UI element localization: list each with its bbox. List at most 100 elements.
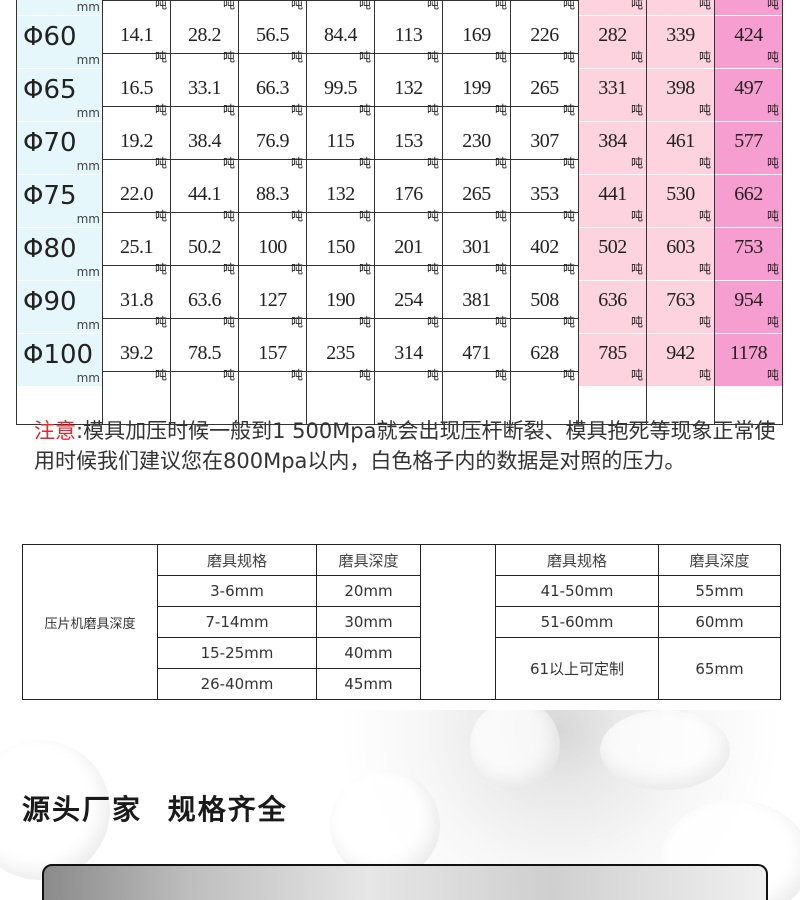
pressure-cell: 356吨	[714, 0, 783, 16]
pressure-row: Φ65 mm 16.5 吨 33.1 吨 66.3 吨 99.5 吨 132 吨 199 吨 265 吨 331…	[16, 68, 783, 122]
pressure-unit: 吨	[222, 315, 235, 329]
diameter-label: Φ100	[23, 340, 94, 370]
pressure-unit: 吨	[698, 0, 711, 11]
pressure-row: Φ100 mm 39.2 吨 78.5 吨 157 吨 235 吨 314 吨 471 吨 628 吨 785 吨…	[16, 333, 783, 387]
depth-cell: 30mm	[316, 606, 421, 638]
depth-cell: 65mm	[658, 637, 781, 700]
pressure-cell: 1178 吨	[714, 333, 783, 387]
pressure-unit: 吨	[222, 156, 235, 170]
pressure-cell: 331 吨	[578, 68, 647, 122]
pressure-cell: 47.5吨	[238, 0, 307, 16]
pressure-value: 441	[598, 183, 627, 205]
pressure-cell: 199 吨	[442, 68, 511, 122]
pressure-value: 398	[666, 77, 695, 99]
pressure-unit: 吨	[698, 315, 711, 329]
pressure-cell: 150 吨	[306, 227, 375, 281]
pressure-cell: 471 吨	[442, 333, 511, 387]
pressure-unit: 吨	[494, 315, 507, 329]
pressure-unit: 吨	[630, 103, 643, 117]
pressure-value: 282	[598, 24, 627, 46]
pressure-row: Φ90 mm 31.8 吨 63.6 吨 127 吨 190 吨 254 吨 381 吨 508 吨 636 吨 7…	[16, 280, 783, 334]
pressure-value: 1178	[729, 342, 768, 364]
pressure-unit: 吨	[154, 103, 167, 117]
pressure-cell: 14.1 吨	[102, 15, 171, 69]
pressure-value: 577	[734, 130, 763, 152]
note-paragraph: 注意:模具加压时候一般到1 500Mpa就会出现压杆断裂、模具抱死等现象正常使用…	[34, 416, 784, 476]
pressure-value: 502	[598, 236, 627, 258]
pressure-value: 230	[462, 130, 491, 152]
pressure-row: Φ75 mm 22.0 吨 44.1 吨 88.3 吨 132 吨 176 吨 265 吨 353 吨 441 吨…	[16, 174, 783, 228]
pressure-unit: 吨	[426, 156, 439, 170]
spec-cell: 7-14mm	[157, 606, 317, 638]
pressure-value: 100	[258, 236, 287, 258]
pressure-unit: 吨	[698, 262, 711, 276]
pressure-value: 508	[530, 289, 559, 311]
pressure-value: 785	[598, 342, 627, 364]
pressure-value: 331	[598, 77, 627, 99]
pressure-cell: 115 吨	[306, 121, 375, 175]
pressure-unit: 吨	[698, 209, 711, 223]
pressure-unit: 吨	[630, 50, 643, 64]
header-depth-right: 磨具深度	[658, 544, 781, 576]
pressure-unit: 吨	[426, 368, 439, 382]
pressure-cell: 763 吨	[646, 280, 715, 334]
pressure-value: 384	[598, 130, 627, 152]
pressure-unit: 吨	[766, 209, 779, 223]
pressure-unit: 吨	[630, 262, 643, 276]
pressure-value: 199	[462, 77, 491, 99]
depth-cell: 45mm	[316, 668, 421, 700]
pressure-value: 63.6	[188, 289, 222, 311]
pressure-unit: 吨	[290, 103, 303, 117]
pressure-cell: 169 吨	[442, 15, 511, 69]
pressure-cell: 127 吨	[238, 280, 307, 334]
pressure-cell: 237吨	[578, 0, 647, 16]
pressure-unit: 吨	[154, 156, 167, 170]
pressure-value: 763	[666, 289, 695, 311]
pressure-value: 66.3	[256, 77, 290, 99]
pressure-unit: 吨	[358, 0, 371, 11]
pressure-value: 176	[394, 183, 423, 205]
pressure-unit: 吨	[290, 156, 303, 170]
pressure-unit: 吨	[222, 368, 235, 382]
pressure-unit: 吨	[562, 0, 575, 11]
diameter-cell: Φ100 mm	[16, 333, 103, 387]
pressure-table: Φ55mm11.8吨23.7吨47.5吨71.2吨95.0吨142吨190吨23…	[16, 0, 783, 425]
pressure-cell: 142吨	[442, 0, 511, 16]
pressure-cell: 132 吨	[306, 174, 375, 228]
pressure-value: 127	[258, 289, 287, 311]
pressure-cell: 78.5 吨	[170, 333, 239, 387]
pressure-unit: 吨	[290, 262, 303, 276]
pressure-value: 942	[666, 342, 695, 364]
depth-row: 3-6mm 20mm 41-50mm 55mm	[23, 575, 781, 607]
pressure-unit: 吨	[494, 50, 507, 64]
pressure-unit: 吨	[698, 368, 711, 382]
pressure-cell: 384 吨	[578, 121, 647, 175]
diameter-unit: mm	[76, 371, 100, 385]
pressure-unit: 吨	[358, 50, 371, 64]
pressure-value: 31.8	[120, 289, 154, 311]
pressure-value: 76.9	[256, 130, 290, 152]
pressure-unit: 吨	[494, 209, 507, 223]
pressure-value: 22.0	[120, 183, 154, 205]
pressure-cell: 603 吨	[646, 227, 715, 281]
pressure-unit: 吨	[290, 315, 303, 329]
pressure-unit: 吨	[562, 50, 575, 64]
pressure-unit: 吨	[630, 209, 643, 223]
pressure-cell: 230 吨	[442, 121, 511, 175]
pressure-value: 603	[666, 236, 695, 258]
depth-row: 26-40mm 45mm	[23, 668, 781, 700]
diameter-unit: mm	[76, 212, 100, 226]
pressure-value: 753	[734, 236, 763, 258]
diameter-unit: mm	[76, 265, 100, 279]
pressure-unit: 吨	[222, 103, 235, 117]
pressure-value: 99.5	[324, 77, 358, 99]
pressure-value: 39.2	[120, 342, 154, 364]
pressure-cell: 63.6 吨	[170, 280, 239, 334]
depth-row: 7-14mm 30mm 51-60mm 60mm	[23, 606, 781, 638]
pressure-unit: 吨	[698, 50, 711, 64]
pressure-cell: 235 吨	[306, 333, 375, 387]
bubble-decoration	[330, 770, 440, 880]
pressure-unit: 吨	[426, 315, 439, 329]
pressure-cell: 636 吨	[578, 280, 647, 334]
pressure-unit: 吨	[358, 209, 371, 223]
